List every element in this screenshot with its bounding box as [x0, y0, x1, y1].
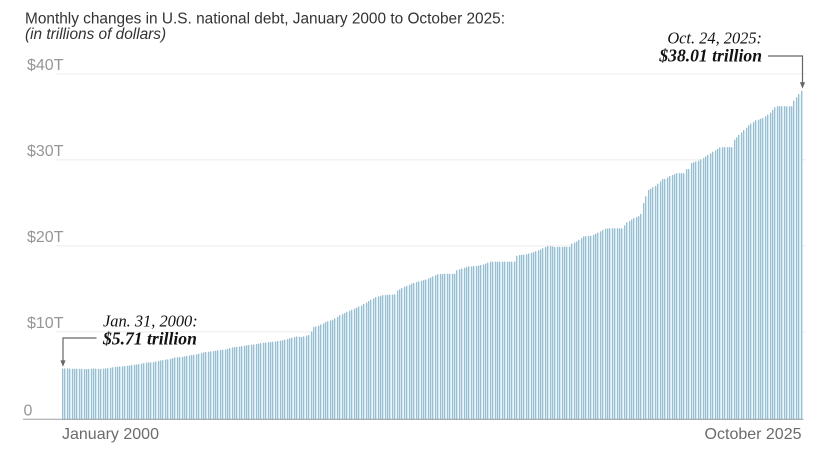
svg-text:Oct. 24, 2025:: Oct. 24, 2025:	[667, 29, 762, 48]
svg-text:$20T: $20T	[27, 229, 64, 246]
svg-text:$10T: $10T	[27, 315, 64, 332]
svg-text:Jan. 31, 2000:: Jan. 31, 2000:	[103, 312, 198, 331]
svg-text:0: 0	[24, 403, 33, 420]
svg-text:Monthly changes in U.S. nation: Monthly changes in U.S. national debt, J…	[25, 11, 505, 28]
svg-text:$40T: $40T	[27, 57, 64, 74]
svg-text:$30T: $30T	[27, 143, 64, 160]
svg-text:(in trillions of dollars): (in trillions of dollars)	[25, 26, 166, 43]
svg-text:October 2025: October 2025	[705, 426, 802, 443]
svg-text:$38.01 trillion: $38.01 trillion	[658, 46, 762, 66]
svg-text:January 2000: January 2000	[62, 426, 159, 443]
svg-text:$5.71 trillion: $5.71 trillion	[102, 328, 197, 348]
